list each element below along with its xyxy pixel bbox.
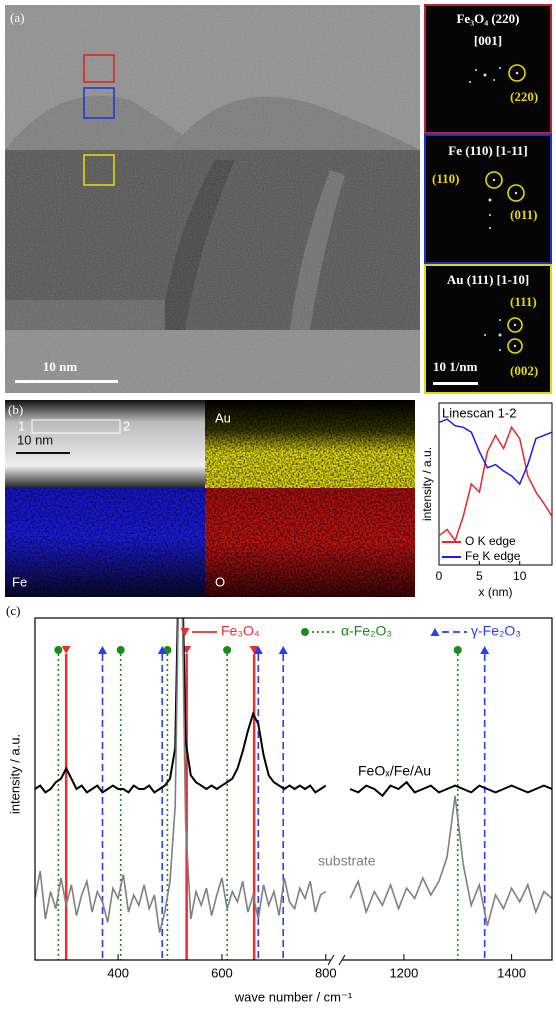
fft-spot [469,81,471,83]
ref-marker [480,646,489,654]
fft-spot [475,69,477,71]
map-label: O [215,574,225,589]
fft-title: Fe (110) [1-11] [448,143,527,158]
fft-spot [493,79,495,81]
ref-marker [454,646,462,654]
legend-label: O K edge [465,534,516,548]
page: { "panel_a": {"label": "(a)", "scale_bar… [0,0,556,1010]
panel-label: (b) [8,402,23,417]
fft-zone: [001] [474,33,502,48]
fft-scale-label: 10 1/nm [433,359,478,374]
fft-spot [499,319,501,321]
map-noise [205,400,415,597]
ref-marker [117,646,125,654]
fft-spot [514,345,516,347]
legend-label: Fe₃O₄ [221,623,260,639]
linescan-start: 1 [18,418,25,433]
y-axis-label: intensity / a.u. [420,447,434,521]
tem-noise [5,5,420,393]
fft-spot [489,214,491,216]
scale-label: 10 nm [43,359,77,374]
fft-spot [499,334,502,337]
x-axis-label: wave number / cm⁻¹ [234,989,353,1004]
fft-spot [484,334,486,336]
ref-marker [62,646,71,654]
x-tick-label: 400 [107,965,129,980]
y-axis-label: intensity / a.u. [7,734,22,814]
scale-bar [16,452,70,454]
fft-spot-label: (110) [432,171,459,186]
fft-spot [499,67,501,69]
map-noise [5,488,205,597]
fft-spot [515,192,517,194]
legend-label: α-Fe₂O₃ [341,623,392,639]
fft-spot-label: (111) [510,294,537,309]
fft-title: Fe₃O₄ (220) [456,11,519,26]
map-label: Fe [12,574,27,589]
fft-spot [514,324,516,326]
x-tick-label: 5 [476,569,483,583]
x-tick-label: 600 [211,965,233,980]
ref-marker [279,646,288,654]
ref-marker [223,646,231,654]
scale-label: 10 nm [17,432,53,447]
series-label: FeOₓ/Fe/Au [358,763,431,779]
x-tick-label: 0 [436,569,443,583]
ref-marker [54,646,62,654]
panel-label: (c) [6,603,20,618]
x-axis-label: x (nm) [479,585,513,599]
tem-image [5,5,420,393]
panel-label: (a) [10,10,24,25]
figure: (a) 10 nm Fe₃O₄ (220) [001] (220) Fe (11… [0,0,556,1010]
linescan-chart: 0 5 10 Linescan 1-2 x (nm) intensity / a.u. O … [420,403,552,599]
x-tick-label: 1400 [497,965,526,980]
fft-spot [489,199,492,202]
fft-spot-label: (002) [510,363,538,378]
fft-title: Au (111) [1-10] [447,272,529,287]
scale-bar [15,380,118,383]
x-tick-label: 10 [513,569,527,583]
fft-spot [489,227,491,229]
fft-spot [493,179,495,181]
ref-marker [431,628,440,636]
ref-marker [301,628,309,636]
fft-spot-label: (011) [510,207,537,222]
fft-scale-bar [433,382,478,385]
fft-spot [499,349,501,351]
series-label: substrate [318,853,376,869]
map-label: Au [215,410,231,425]
fft-spot [484,74,487,77]
edx-maps [5,400,415,597]
x-tick-label: 800 [315,965,337,980]
x-tick-label: 1200 [389,965,418,980]
ref-marker [98,646,107,654]
chart-title: Linescan 1-2 [442,405,516,420]
ref-marker [181,628,190,636]
linescan-end: 2 [123,418,130,433]
fft-spot-label: (220) [510,89,538,104]
legend-label: γ-Fe₂O₃ [471,623,521,639]
legend-label: Fe K edge [465,549,521,563]
fft-spot [516,72,519,75]
